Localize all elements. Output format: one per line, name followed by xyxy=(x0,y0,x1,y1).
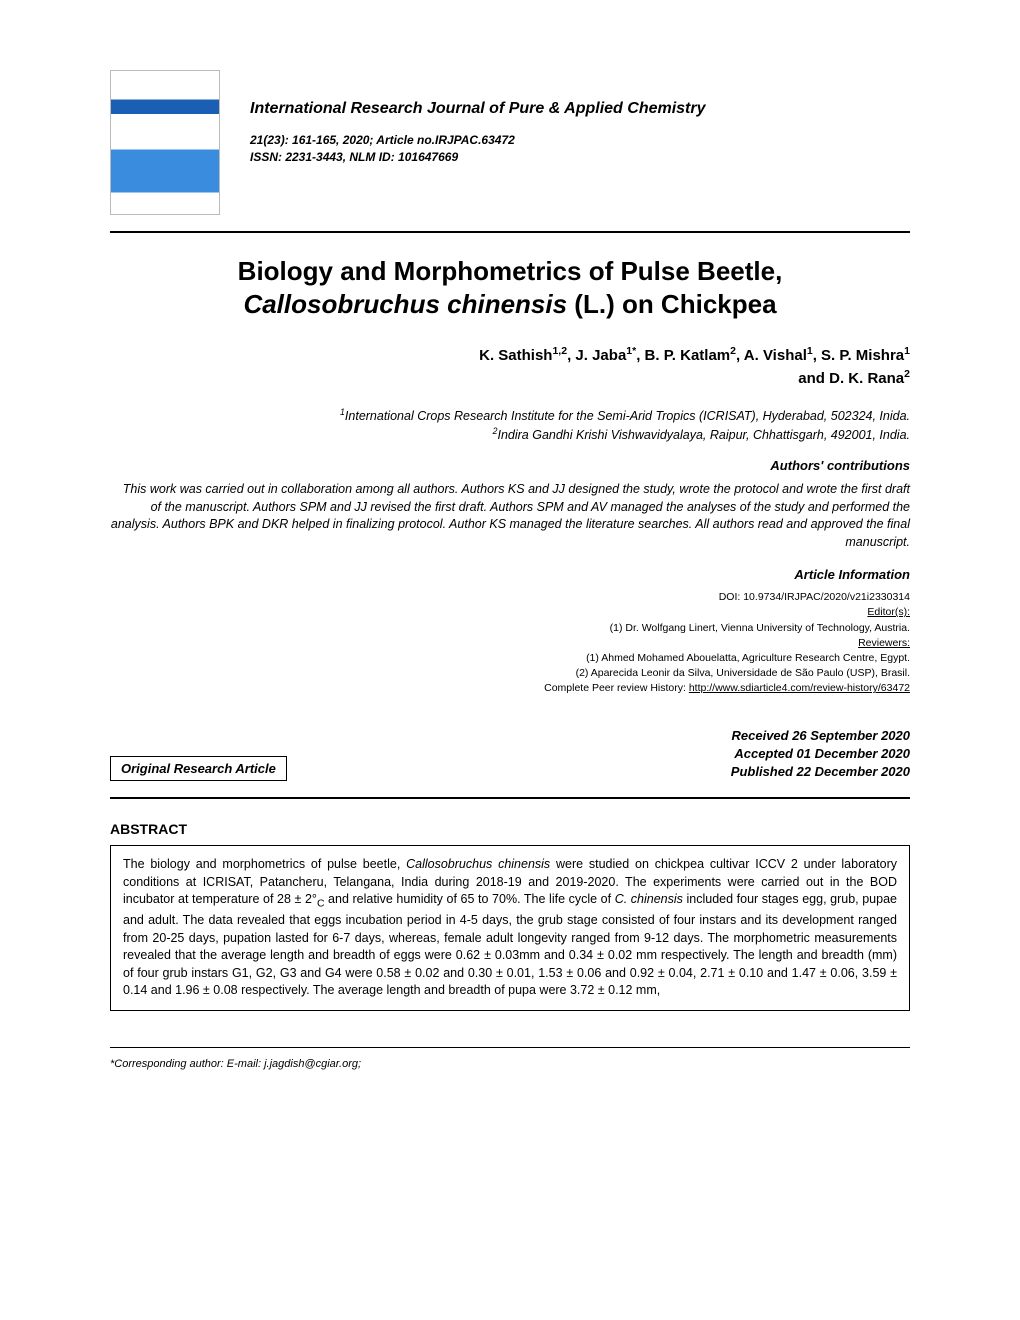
title-line1: Biology and Morphometrics of Pulse Beetl… xyxy=(238,256,783,286)
date-published: Published 22 December 2020 xyxy=(731,764,910,779)
header: International Research Journal of Pure &… xyxy=(110,70,910,215)
date-accepted: Accepted 01 December 2020 xyxy=(734,746,910,761)
reviewer-2: (2) Aparecida Leonir da Silva, Universid… xyxy=(576,667,910,679)
title-species: Callosobruchus chinensis xyxy=(243,289,567,319)
top-rule xyxy=(110,231,910,233)
reviewers-label: Reviewers: xyxy=(858,637,910,649)
footer-rule xyxy=(110,1047,910,1048)
peer-review-prefix: Complete Peer review History: xyxy=(544,682,689,694)
journal-issn: ISSN: 2231-3443, NLM ID: 101647669 xyxy=(250,149,706,166)
article-type-box: Original Research Article xyxy=(110,756,287,781)
article-dates: Received 26 September 2020 Accepted 01 D… xyxy=(731,727,910,782)
contributions-heading: Authors' contributions xyxy=(110,458,910,473)
journal-info: International Research Journal of Pure &… xyxy=(250,70,706,166)
abstract-mid2: and relative humidity of 65 to 70%. The … xyxy=(324,892,614,906)
abstract-species1: Callosobruchus chinensis xyxy=(406,857,550,871)
editors-label: Editor(s): xyxy=(867,606,910,618)
dates-row: Original Research Article Received 26 Se… xyxy=(110,727,910,782)
abstract-prefix: The biology and morphometrics of pulse b… xyxy=(123,857,406,871)
journal-cover-thumbnail xyxy=(110,70,220,215)
abstract-species2: C. chinensis xyxy=(615,892,683,906)
doi: DOI: 10.9734/IRJPAC/2020/v21i2330314 xyxy=(719,591,910,603)
journal-name: International Research Journal of Pure &… xyxy=(250,100,706,118)
authors: K. Sathish1,2, J. Jaba1*, B. P. Katlam2,… xyxy=(110,344,910,390)
corresponding-author: *Corresponding author: E-mail: j.jagdish… xyxy=(110,1058,910,1070)
affiliation-2: Indira Gandhi Krishi Vishwavidyalaya, Ra… xyxy=(497,428,910,442)
abstract-heading: ABSTRACT xyxy=(110,821,910,837)
abstract-box: The biology and morphometrics of pulse b… xyxy=(110,845,910,1011)
contributions-text: This work was carried out in collaborati… xyxy=(110,481,910,551)
mid-rule xyxy=(110,797,910,799)
abstract-rest: included four stages egg, grub, pupae an… xyxy=(123,892,897,997)
date-received: Received 26 September 2020 xyxy=(732,728,911,743)
affiliation-1: International Crops Research Institute f… xyxy=(345,409,910,423)
journal-citation: 21(23): 161-165, 2020; Article no.IRJPAC… xyxy=(250,132,706,149)
peer-review-link[interactable]: http://www.sdiarticle4.com/review-histor… xyxy=(689,682,910,694)
article-info-heading: Article Information xyxy=(110,567,910,582)
reviewer-1: (1) Ahmed Mohamed Abouelatta, Agricultur… xyxy=(586,652,910,664)
title-line2-rest: (L.) on Chickpea xyxy=(567,289,776,319)
article-title: Biology and Morphometrics of Pulse Beetl… xyxy=(110,255,910,320)
affiliations: 1International Crops Research Institute … xyxy=(110,406,910,445)
editor-1: (1) Dr. Wolfgang Linert, Vienna Universi… xyxy=(610,622,910,634)
article-info: DOI: 10.9734/IRJPAC/2020/v21i2330314 Edi… xyxy=(110,590,910,697)
